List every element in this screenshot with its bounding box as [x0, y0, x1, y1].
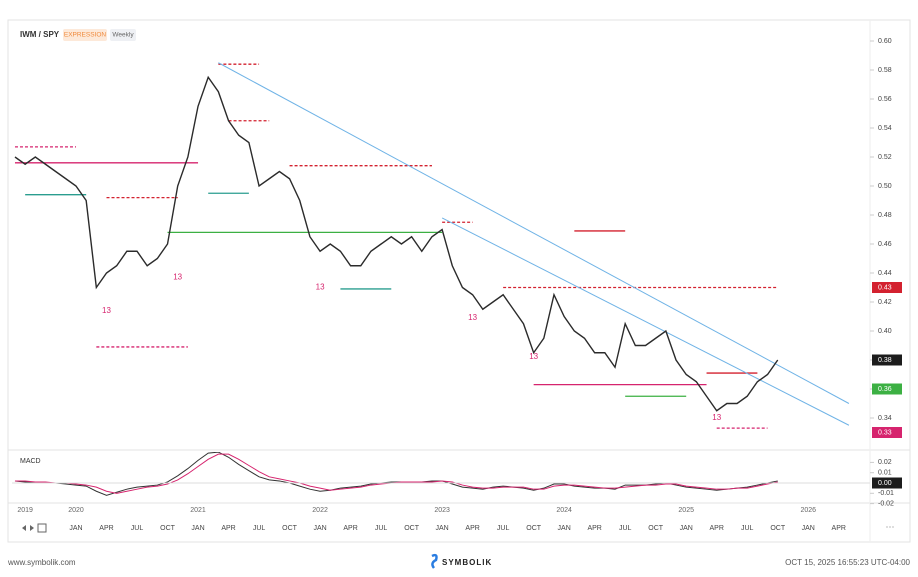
reset-button[interactable] — [37, 523, 47, 533]
price-badge-label: 0.43 — [878, 284, 892, 291]
x-month-label: JUL — [741, 525, 754, 532]
x-month-label: OCT — [648, 525, 664, 532]
x-month-label: JUL — [131, 525, 144, 532]
x-month-label: APR — [221, 525, 235, 532]
count-label: 13 — [712, 413, 721, 422]
series-line — [14, 75, 779, 412]
x-year-label: 2022 — [312, 507, 328, 514]
x-month-label: APR — [99, 525, 113, 532]
price-badge — [872, 427, 902, 438]
macd-area — [14, 452, 778, 496]
x-month-label: APR — [587, 525, 601, 532]
x-year-label: 2020 — [68, 507, 84, 514]
y-tick-label: 0.02 — [878, 459, 892, 466]
x-month-label: APR — [465, 525, 479, 532]
badge-bg — [63, 29, 107, 41]
chart-title: IWM / SPY — [20, 30, 60, 39]
plot-area: 13 13 13 13 13 13 — [14, 62, 850, 429]
price-badge — [872, 354, 902, 366]
count-label: 13 — [316, 283, 325, 292]
count-label: 13 — [173, 272, 182, 281]
x-month-label: JUL — [253, 525, 266, 532]
x-month-label: JAN — [802, 525, 815, 532]
y-tick-label: -0.02 — [878, 500, 894, 507]
price-badge — [872, 477, 902, 489]
y-tick-label: 0.34 — [878, 415, 892, 422]
x-month-label: APR — [710, 525, 724, 532]
x-month-label: JUL — [375, 525, 388, 532]
price-badge-label: 0.00 — [878, 480, 892, 487]
x-month-label: OCT — [526, 525, 542, 532]
x-month-label: OCT — [282, 525, 298, 532]
y-tick-label: 0.42 — [878, 299, 892, 306]
x-month-label: OCT — [404, 525, 420, 532]
x-month-label: JAN — [558, 525, 571, 532]
toolbar[interactable] — [22, 523, 47, 533]
y-tick-label: 0.54 — [878, 125, 892, 132]
count-label: 13 — [468, 313, 477, 322]
footer-timestamp: OCT 15, 2025 16:55:23 UTC-04:00 — [785, 558, 910, 567]
trendline — [218, 62, 850, 404]
x-month-label: JAN — [436, 525, 449, 532]
x-year-label: 2025 — [678, 507, 694, 514]
count-label: 13 — [102, 306, 111, 315]
y-tick-label: 0.56 — [878, 96, 892, 103]
badge: Weekly — [112, 32, 134, 39]
y-tick-label: 0.50 — [878, 183, 892, 190]
x-month-label: JAN — [680, 525, 693, 532]
x-year-label: 2024 — [556, 507, 572, 514]
price-badge — [872, 282, 902, 293]
y-tick-label: 0.48 — [878, 212, 892, 219]
y-tick-label: 0.40 — [878, 328, 892, 335]
y-tick-label: 0.52 — [878, 154, 892, 161]
price-badge — [872, 383, 902, 395]
series-line — [14, 452, 778, 496]
x-month-label: JAN — [69, 525, 82, 532]
x-month-label: APR — [832, 525, 846, 532]
x-month-label: APR — [343, 525, 357, 532]
badge-bg — [110, 29, 136, 41]
brand-logo — [431, 553, 438, 569]
x-year-label: 2021 — [190, 507, 206, 514]
y-tick-label: -0.01 — [878, 490, 894, 497]
y-tick-label: 0.01 — [878, 470, 892, 477]
footer-site: www.symbolik.com — [7, 558, 76, 567]
series-line — [14, 453, 778, 494]
trendline — [441, 217, 850, 426]
footer-brand: SYMBOLIK — [442, 558, 492, 567]
more-menu[interactable]: ··· — [886, 521, 895, 531]
x-year-label: 2026 — [800, 507, 816, 514]
price-badge-label: 0.36 — [878, 386, 892, 393]
count-label: 13 — [529, 352, 538, 361]
x-year-label: 2019 — [17, 507, 33, 514]
pan-arrows[interactable] — [22, 525, 34, 531]
indicator-title: MACD — [20, 458, 41, 465]
price-badge-label: 0.33 — [878, 429, 892, 436]
y-tick-label: 0.44 — [878, 270, 892, 277]
y-tick-label: 0.58 — [878, 67, 892, 74]
x-year-label: 2023 — [434, 507, 450, 514]
x-month-label: JAN — [191, 525, 204, 532]
x-month-label: JUL — [497, 525, 510, 532]
y-tick-label: 0.60 — [878, 38, 892, 45]
x-month-label: OCT — [770, 525, 786, 532]
x-month-label: JUL — [619, 525, 632, 532]
price-badge-label: 0.38 — [878, 357, 892, 364]
x-month-label: OCT — [160, 525, 176, 532]
x-month-label: JAN — [313, 525, 326, 532]
badge: EXPRESSION — [64, 32, 107, 39]
y-tick-label: 0.46 — [878, 241, 892, 248]
